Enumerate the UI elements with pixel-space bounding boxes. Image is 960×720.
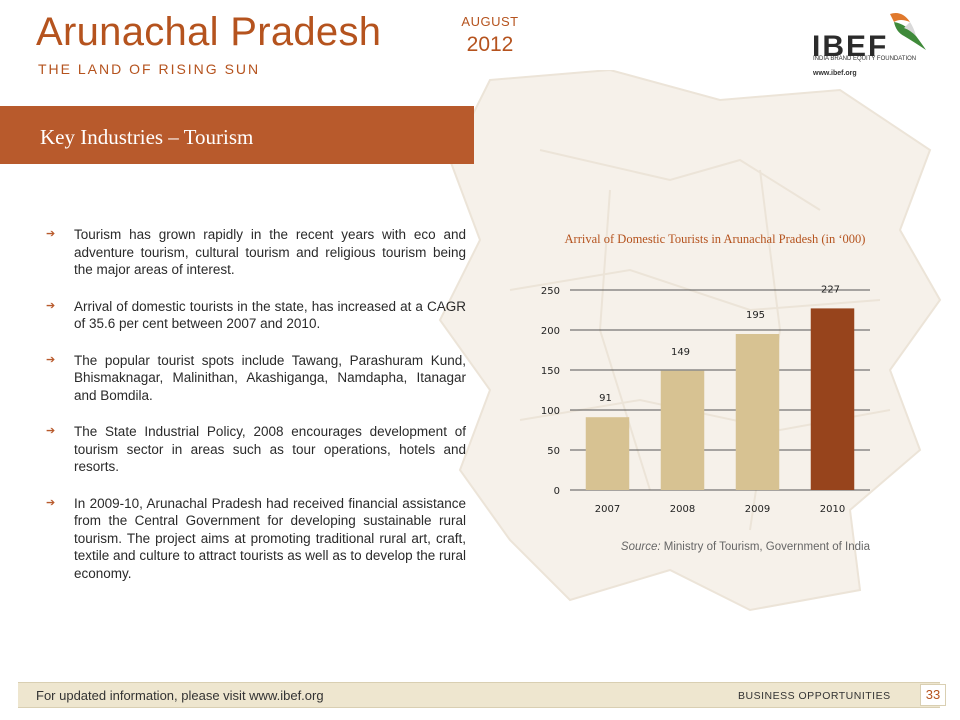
logo-tagline: INDIA BRAND EQUITY FOUNDATION	[813, 56, 917, 62]
source-label: Source:	[620, 541, 661, 553]
date-year: 2012	[466, 33, 514, 56]
bar	[735, 334, 780, 490]
bar	[810, 308, 855, 490]
data-label: 227	[821, 284, 840, 295]
section-banner: Key Industries – Tourism	[0, 106, 474, 164]
source-text: Ministry of Tourism, Government of India	[663, 541, 870, 553]
page-title: Arunachal Pradesh	[36, 10, 382, 54]
section-title: Key Industries – Tourism	[40, 125, 254, 149]
chart-source: Source: Ministry of Tourism, Government …	[520, 541, 870, 553]
ibef-logo: IBEF INDIA BRAND EQUITY FOUNDATION www.i…	[812, 8, 932, 86]
x-tick-label: 2007	[595, 504, 620, 515]
x-tick-label: 2008	[670, 504, 695, 515]
arrow-right-icon: ➔	[46, 353, 56, 366]
arrow-right-icon: ➔	[46, 299, 56, 312]
bullet-item: ➔ The State Industrial Policy, 2008 encou…	[46, 423, 466, 476]
y-tick-label: 200	[541, 326, 560, 337]
y-tick-label: 250	[541, 286, 560, 297]
date-month: AUGUST	[461, 14, 519, 29]
y-tick-label: 50	[547, 446, 560, 457]
bullet-item: ➔ In 2009-10, Arunachal Pradesh had recei…	[46, 495, 466, 583]
bullet-item: ➔ The popular tourist spots include Tawan…	[46, 352, 466, 405]
y-tick-label: 150	[541, 366, 560, 377]
page-number: 33	[920, 684, 946, 706]
x-tick-label: 2009	[745, 504, 770, 515]
data-label: 91	[599, 393, 612, 404]
bar-chart: 0 50 100 150 200 250 91 2007 149 2008 195 2009 227 20…	[541, 284, 870, 515]
footer-link-text[interactable]: For updated information, please visit ww…	[36, 688, 324, 703]
x-tick-label: 2010	[820, 504, 845, 515]
footer-bar: For updated information, please visit ww…	[18, 682, 946, 708]
bullet-text: The popular tourist spots include Tawang…	[74, 352, 466, 403]
chart-title: Arrival of Domestic Tourists in Arunacha…	[564, 232, 866, 246]
arrow-right-icon: ➔	[46, 228, 56, 240]
arrow-right-icon: ➔	[46, 496, 56, 509]
logo-wordmark: IBEF	[812, 30, 889, 63]
bullet-item: ➔ Arrival of domestic tourists in the sta…	[46, 298, 466, 333]
bar	[585, 417, 630, 490]
footer-section-label: BUSINESS OPPORTUNITIES	[738, 690, 891, 702]
bullet-list: ➔ Tourism has grown rapidly in the recent…	[46, 226, 466, 601]
bullet-text: The State Industrial Policy, 2008 encour…	[74, 424, 466, 474]
data-label: 195	[746, 310, 765, 321]
logo-url[interactable]: www.ibef.org	[813, 70, 857, 77]
bar	[660, 370, 705, 490]
y-tick-label: 0	[554, 486, 560, 497]
bullet-text: In 2009-10, Arunachal Pradesh had receiv…	[74, 495, 466, 581]
bullet-item: ➔ Tourism has grown rapidly in the recent…	[46, 226, 466, 279]
arrow-right-icon: ➔	[46, 425, 56, 437]
y-tick-label: 100	[541, 406, 560, 417]
bullet-text: Tourism has grown rapidly in the recent …	[74, 227, 466, 277]
data-label: 149	[671, 347, 690, 358]
bullet-text: Arrival of domestic tourists in the stat…	[74, 298, 466, 332]
bird-logo-icon	[890, 13, 926, 50]
page-subtitle: THE LAND OF RISING SUN	[38, 61, 261, 77]
